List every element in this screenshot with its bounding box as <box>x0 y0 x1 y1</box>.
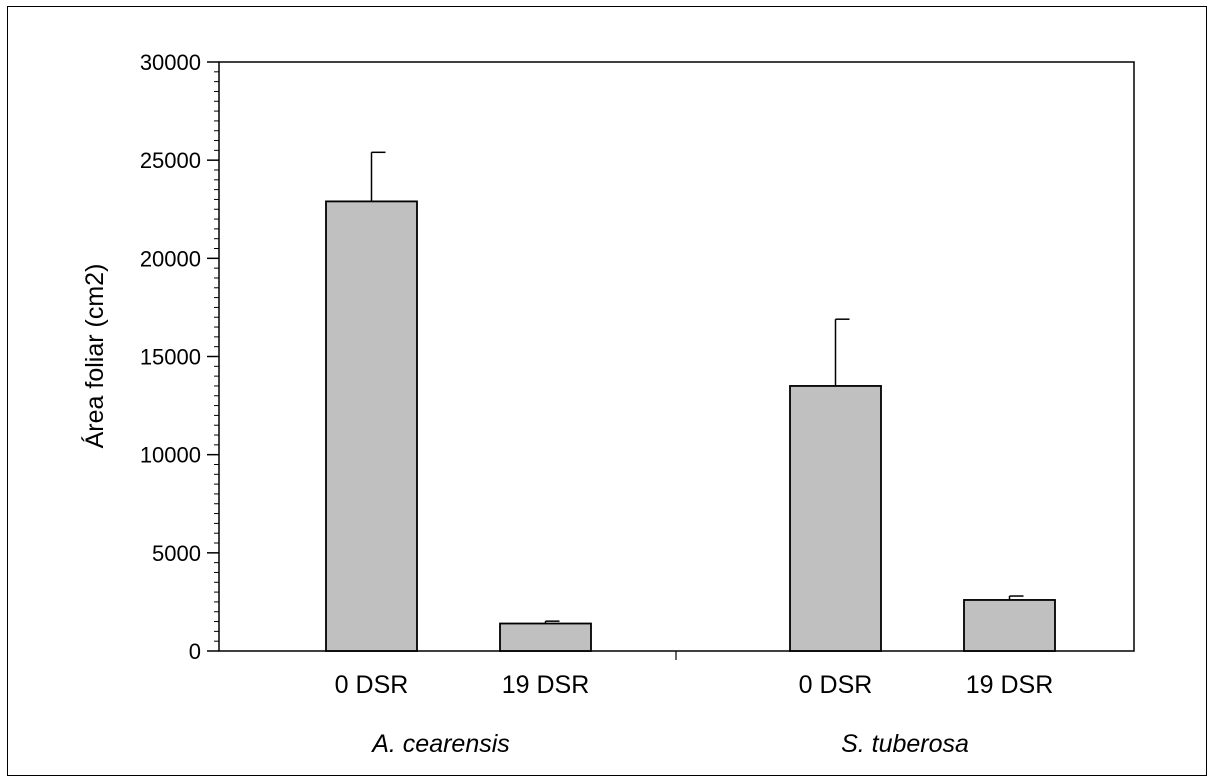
y-tick-label: 20000 <box>140 246 201 271</box>
category-label: 19 DSR <box>502 671 590 699</box>
category-label: 0 DSR <box>799 671 873 699</box>
category-label: 19 DSR <box>966 671 1054 699</box>
y-ticks: 0 5000 10000 15000 20000 25000 30000 <box>140 50 219 664</box>
y-tick-label: 15000 <box>140 345 201 370</box>
bars <box>325 200 1056 652</box>
error-bars <box>370 151 1024 624</box>
category-label: 0 DSR <box>335 671 409 699</box>
bar <box>963 599 1056 652</box>
y-tick-label: 0 <box>189 639 201 664</box>
bar <box>499 622 592 652</box>
bar <box>789 385 882 652</box>
bar <box>325 200 418 652</box>
y-tick-label: 25000 <box>140 148 201 173</box>
y-tick-label: 5000 <box>152 541 201 566</box>
group-label: A. cearensis <box>370 730 510 758</box>
y-axis-title: Área foliar (cm2) <box>80 264 109 449</box>
y-tick-label: 30000 <box>140 50 201 75</box>
y-tick-label: 10000 <box>140 443 201 468</box>
group-label: S. tuberosa <box>841 730 969 758</box>
x-labels: 0 DSR 19 DSR A. cearensis 0 DSR 19 DSR S. tub… <box>335 671 1054 758</box>
figure-frame <box>7 6 1207 776</box>
